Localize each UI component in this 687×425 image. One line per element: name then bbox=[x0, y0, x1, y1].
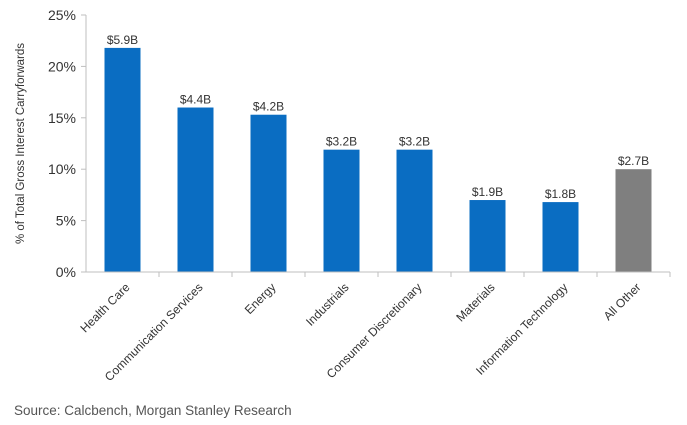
data-label: $4.2B bbox=[253, 100, 284, 114]
data-label: $5.9B bbox=[107, 33, 138, 47]
x-tick-label: Health Care bbox=[77, 280, 132, 335]
bar bbox=[469, 200, 506, 272]
data-label: $4.4B bbox=[180, 93, 211, 107]
x-tick-label: Industrials bbox=[303, 280, 352, 329]
x-tick-label: Energy bbox=[242, 280, 279, 317]
y-axis: 0% 5% 10% 15% 20% 25% bbox=[48, 7, 87, 280]
bar-chart: 0% 5% 10% 15% 20% 25% $5.9B $4.4B $4.2B $3.2B $3.… bbox=[15, 7, 671, 384]
bar bbox=[250, 114, 287, 272]
y-tick-label: 20% bbox=[48, 58, 76, 74]
data-label: $3.2B bbox=[326, 135, 357, 149]
y-tick-label: 10% bbox=[48, 161, 76, 177]
data-label: $1.9B bbox=[472, 185, 503, 199]
x-tick-label: Materials bbox=[453, 280, 497, 324]
data-label: $2.7B bbox=[618, 154, 649, 168]
data-label: $3.2B bbox=[399, 135, 430, 149]
y-axis-label: % of Total Gross Interest Carryforwards bbox=[15, 43, 27, 244]
data-label: $1.8B bbox=[545, 187, 576, 201]
y-tick-label: 5% bbox=[56, 213, 76, 229]
bar bbox=[323, 149, 360, 272]
bar bbox=[104, 47, 141, 273]
y-tick-label: 15% bbox=[48, 110, 76, 126]
y-tick-label: 0% bbox=[56, 264, 76, 280]
y-tick-label: 25% bbox=[48, 7, 76, 23]
source-note: Source: Calcbench, Morgan Stanley Resear… bbox=[14, 403, 292, 418]
bar bbox=[177, 107, 214, 273]
x-tick-label: All Other bbox=[601, 280, 644, 323]
bar bbox=[615, 169, 652, 272]
bar bbox=[396, 149, 433, 272]
bar bbox=[542, 202, 579, 272]
bars: $5.9B $4.4B $4.2B $3.2B $3.2B $1.9B $1.8B $2.7B bbox=[104, 33, 652, 273]
